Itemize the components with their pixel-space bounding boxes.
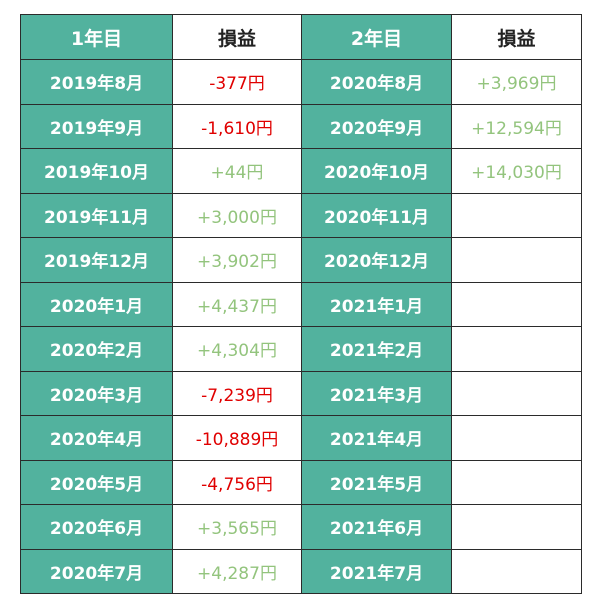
table-row: 2020年1月 +4,437円 2021年1月 [20,281,582,327]
year1-pl-cell: -4,756円 [172,459,302,505]
pl2-header: 損益 [451,14,582,60]
year1-pl-cell: +4,304円 [172,326,302,372]
year1-month-cell: 2020年6月 [20,504,173,550]
year2-pl-cell [451,237,582,283]
year1-pl-cell: -10,889円 [172,415,302,461]
year1-month-cell: 2020年7月 [20,548,173,594]
year1-month-cell: 2020年5月 [20,459,173,505]
table-row: 2020年3月 -7,239円 2021年3月 [20,370,582,416]
year2-month-cell: 2020年8月 [301,59,452,105]
year2-pl-cell: +14,030円 [451,148,582,194]
year2-month-cell: 2020年11月 [301,192,452,238]
table-row: 2020年2月 +4,304円 2021年2月 [20,326,582,372]
profit-loss-table: 1年目 損益 2年目 損益 2019年8月 -377円 2020年8月 +3,969円… [20,14,582,594]
year2-pl-cell [451,504,582,550]
year2-pl-cell [451,459,582,505]
year2-month-cell: 2020年12月 [301,237,452,283]
table-row: 2019年12月 +3,902円 2020年12月 [20,237,582,283]
year1-month-cell: 2020年3月 [20,370,173,416]
table-row: 2020年4月 -10,889円 2021年4月 [20,415,582,461]
table-row: 2019年10月 +44円 2020年10月 +14,030円 [20,148,582,194]
year1-pl-cell: +3,565円 [172,504,302,550]
table-row: 2019年8月 -377円 2020年8月 +3,969円 [20,59,582,105]
year1-month-cell: 2020年2月 [20,326,173,372]
year2-pl-cell [451,415,582,461]
year1-month-cell: 2019年10月 [20,148,173,194]
year2-pl-cell: +12,594円 [451,103,582,149]
year2-pl-cell [451,281,582,327]
year2-pl-cell [451,326,582,372]
table-header-row: 1年目 損益 2年目 損益 [20,14,582,60]
table-row: 2020年5月 -4,756円 2021年5月 [20,459,582,505]
table-row: 2019年11月 +3,000円 2020年11月 [20,192,582,238]
year1-pl-cell: +3,902円 [172,237,302,283]
year2-pl-cell [451,192,582,238]
year1-header: 1年目 [20,14,173,60]
table-row: 2020年6月 +3,565円 2021年6月 [20,504,582,550]
year2-header: 2年目 [301,14,452,60]
year2-month-cell: 2021年3月 [301,370,452,416]
year2-month-cell: 2021年7月 [301,548,452,594]
year2-month-cell: 2021年1月 [301,281,452,327]
year2-month-cell: 2021年6月 [301,504,452,550]
year2-pl-cell [451,370,582,416]
table-row: 2020年7月 +4,287円 2021年7月 [20,548,582,594]
year1-pl-cell: +44円 [172,148,302,194]
year2-month-cell: 2021年4月 [301,415,452,461]
year2-month-cell: 2020年10月 [301,148,452,194]
year2-month-cell: 2021年2月 [301,326,452,372]
year1-pl-cell: +3,000円 [172,192,302,238]
year2-month-cell: 2021年5月 [301,459,452,505]
year1-month-cell: 2019年11月 [20,192,173,238]
year1-pl-cell: +4,287円 [172,548,302,594]
pl1-header: 損益 [172,14,302,60]
year1-month-cell: 2019年9月 [20,103,173,149]
year1-pl-cell: -377円 [172,59,302,105]
year1-pl-cell: -7,239円 [172,370,302,416]
year2-month-cell: 2020年9月 [301,103,452,149]
year1-month-cell: 2019年8月 [20,59,173,105]
year1-month-cell: 2020年4月 [20,415,173,461]
year1-pl-cell: -1,610円 [172,103,302,149]
year1-month-cell: 2019年12月 [20,237,173,283]
year1-month-cell: 2020年1月 [20,281,173,327]
year2-pl-cell [451,548,582,594]
table-body: 2019年8月 -377円 2020年8月 +3,969円 2019年9月 -1,610円… [20,59,582,594]
table-row: 2019年9月 -1,610円 2020年9月 +12,594円 [20,103,582,149]
year2-pl-cell: +3,969円 [451,59,582,105]
year1-pl-cell: +4,437円 [172,281,302,327]
